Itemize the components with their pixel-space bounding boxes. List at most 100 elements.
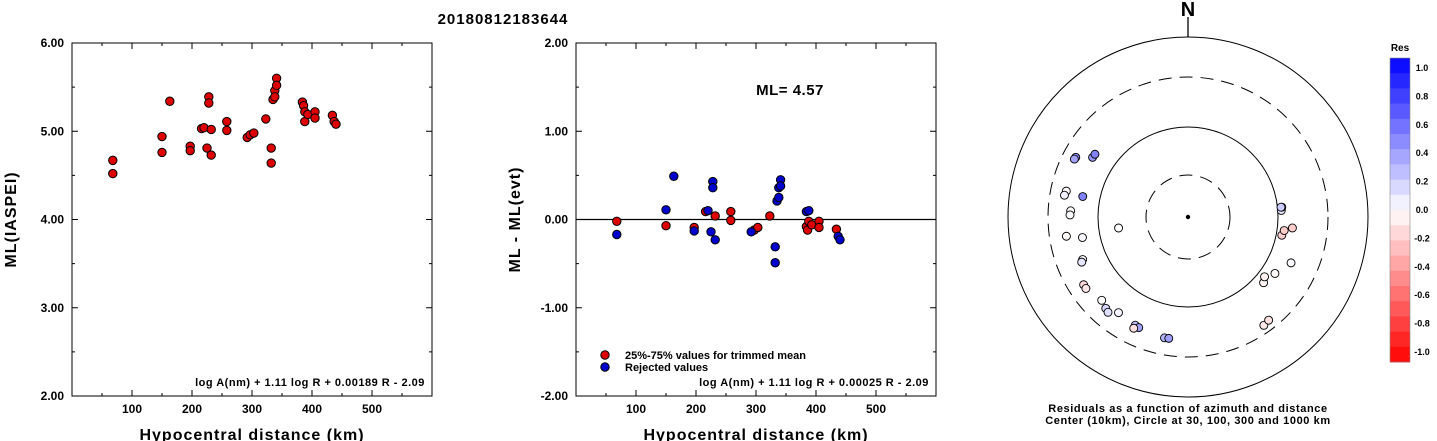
x-tick-label: 100 (626, 402, 646, 416)
station-residual-point (1077, 257, 1087, 267)
data-point (708, 183, 718, 193)
plot-frame (71, 42, 433, 397)
data-point (804, 205, 814, 216)
data-point (835, 235, 845, 245)
colorbar-segment (1390, 179, 1410, 196)
colorbar-segment (1390, 134, 1410, 150)
colorbar-tick-label: 0.8 (1416, 91, 1429, 101)
colorbar-segment (1390, 149, 1410, 165)
data-point (206, 124, 216, 135)
data-point (108, 155, 118, 166)
y-tick-label: 5.00 (41, 124, 65, 138)
x-tick-label: 400 (302, 402, 322, 416)
station-residual-point (1059, 190, 1069, 200)
x-tick-label: 300 (242, 402, 262, 416)
y-tick-label: 4.00 (41, 213, 65, 227)
colorbar-tick-label: -0.6 (1414, 290, 1430, 300)
colorbar-segment (1390, 73, 1410, 89)
data-point (157, 131, 167, 142)
data-point (770, 242, 780, 252)
x-tick-label: 500 (866, 402, 886, 416)
colorbar-tick-label: -0.2 (1414, 233, 1430, 243)
colorbar-segment (1390, 118, 1410, 135)
x-tick-label: 400 (806, 402, 826, 416)
data-point (689, 226, 699, 236)
colorbar-segment (1390, 346, 1410, 363)
ml-vs-distance-panel: 100 200 300 400 500 2.00 3.00 4.00 5.00 6.00 Hypoc… (3, 36, 433, 441)
colorbar-segment (1390, 301, 1410, 317)
data-point (222, 116, 232, 127)
legend-marker (600, 362, 610, 372)
colorbar-segment (1390, 210, 1410, 226)
x-tick-label: 200 (686, 402, 706, 416)
y-tick-label: -1.00 (541, 301, 569, 315)
x-tick-label: 100 (122, 402, 142, 416)
colorbar-tick-label: 1.0 (1416, 63, 1429, 73)
data-point (710, 235, 720, 245)
data-point (157, 147, 167, 158)
colorbar-tick-label: -0.4 (1414, 262, 1430, 272)
station-residual-point (1114, 223, 1124, 233)
colorbar-segment (1390, 255, 1410, 272)
data-point (270, 92, 280, 102)
data-point (331, 119, 341, 129)
station-residual-point (1103, 307, 1113, 317)
formula-label: log A(nm) + 1.11 log R + 0.00189 R - 2.0… (195, 377, 425, 389)
station-residual-point (1264, 315, 1274, 325)
epicenter-marker (1185, 214, 1191, 220)
data-point (261, 114, 271, 124)
data-point (669, 171, 679, 181)
station-residual-point (1090, 149, 1100, 159)
north-label: N (1181, 0, 1195, 21)
y-axis-label: ML(IASPEI) (3, 171, 20, 267)
station-residual-point (1276, 202, 1286, 212)
colorbar-tick-label: 0.2 (1416, 177, 1429, 187)
data-point (710, 211, 720, 221)
y-tick-label: 1.00 (545, 124, 569, 138)
data-point (206, 150, 216, 160)
data-point (746, 227, 756, 237)
colorbar-segment (1390, 286, 1410, 302)
data-point (185, 145, 195, 156)
colorbar-tick-label: -0.8 (1414, 319, 1430, 329)
x-tick-label: 500 (362, 402, 382, 416)
x-tick-label: 200 (182, 402, 202, 416)
data-point (703, 205, 713, 216)
data-point (765, 211, 775, 221)
polar-caption-line1: Residuals as a function of azimuth and d… (1048, 403, 1327, 415)
legend-label: 25%-75% values for trimmed mean (625, 350, 806, 362)
colorbar-tick-label: 0.4 (1416, 148, 1429, 158)
data-point (661, 205, 671, 215)
station-residual-point (1061, 231, 1071, 241)
x-axis-label: Hypocentral distance (km) (643, 427, 868, 441)
residual-vs-distance-panel: 100 200 300 400 500 -2.00 -1.00 0.00 1.00 2.00 Hyp… (507, 36, 937, 441)
colorbar-segment (1390, 164, 1410, 181)
distance-ring (1047, 76, 1329, 358)
colorbar-segment (1390, 270, 1410, 287)
colorbar-segment (1390, 240, 1410, 257)
station-residual-point (1270, 269, 1280, 278)
colorbar-tick-label: 0.0 (1416, 205, 1429, 215)
data-point (726, 215, 736, 226)
colorbar-segment (1390, 88, 1410, 105)
station-residual-point (1129, 323, 1139, 333)
y-tick-label: 0.00 (545, 213, 569, 227)
polar-caption-line2: Center (10km), Circle at 30, 100, 300 an… (1045, 415, 1331, 427)
data-point (726, 206, 736, 217)
data-point (612, 229, 622, 240)
data-point (753, 222, 763, 233)
station-residual-point (1114, 308, 1123, 318)
distance-ring (1145, 174, 1231, 260)
data-point (271, 80, 282, 91)
data-point (310, 113, 320, 123)
station-residual-point (1078, 192, 1088, 201)
colorbar-title: Res (1391, 43, 1410, 54)
data-point (249, 128, 259, 138)
colorbar-segment (1390, 103, 1410, 120)
colorbar-segment (1390, 194, 1410, 211)
station-residual-point (1279, 226, 1289, 235)
data-point (266, 158, 276, 168)
y-tick-label: 3.00 (41, 301, 65, 315)
station-residual-point (1081, 284, 1091, 293)
x-axis-label: Hypocentral distance (km) (139, 427, 364, 441)
